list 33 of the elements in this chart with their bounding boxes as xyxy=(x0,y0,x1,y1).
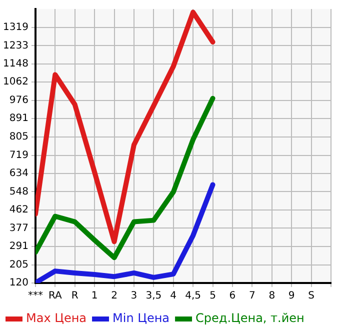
y-tick-label: 462 xyxy=(9,204,28,216)
x-tick-label: 3 xyxy=(130,290,138,302)
legend-label: Min Цена xyxy=(112,311,170,326)
x-tick-label: 2 xyxy=(111,290,118,302)
x-tick-label: S xyxy=(308,290,314,302)
x-tick-label: 5 xyxy=(210,290,216,302)
x-tick-label: 9 xyxy=(288,290,295,302)
y-tick-label: 291 xyxy=(9,241,28,252)
y-tick-label: 120 xyxy=(9,278,28,289)
x-tick-label: *** xyxy=(28,290,43,302)
x-tick-label: R xyxy=(71,290,78,302)
y-tick-label: 1148 xyxy=(2,58,28,70)
x-tick-label: RA xyxy=(48,290,62,302)
x-tick-label: 4,5 xyxy=(185,290,202,302)
x-tick-label: 1 xyxy=(91,290,98,302)
y-tick-label: 719 xyxy=(9,150,28,161)
y-tick-label: 805 xyxy=(9,132,28,143)
y-tick-label: 1319 xyxy=(2,22,28,33)
legend-label: Сред.Цена, т.йен xyxy=(196,311,304,326)
x-tick-label: 7 xyxy=(249,290,256,302)
y-tick-label: 1062 xyxy=(2,76,28,88)
legend-label: Max Цена xyxy=(26,311,87,326)
x-tick-label: 3,5 xyxy=(146,290,162,302)
y-tick-label: 1233 xyxy=(2,40,28,52)
x-tick-label: 4 xyxy=(170,290,177,302)
y-tick-label: 976 xyxy=(9,95,28,106)
y-tick-label: 548 xyxy=(9,186,28,198)
y-tick-label: 891 xyxy=(9,113,28,124)
y-tick-label: 634 xyxy=(9,168,28,179)
x-tick-label: 8 xyxy=(268,290,276,302)
x-tick-label: 6 xyxy=(229,290,236,302)
y-tick-label: 377 xyxy=(9,222,28,234)
y-tick-label: 205 xyxy=(9,259,28,270)
